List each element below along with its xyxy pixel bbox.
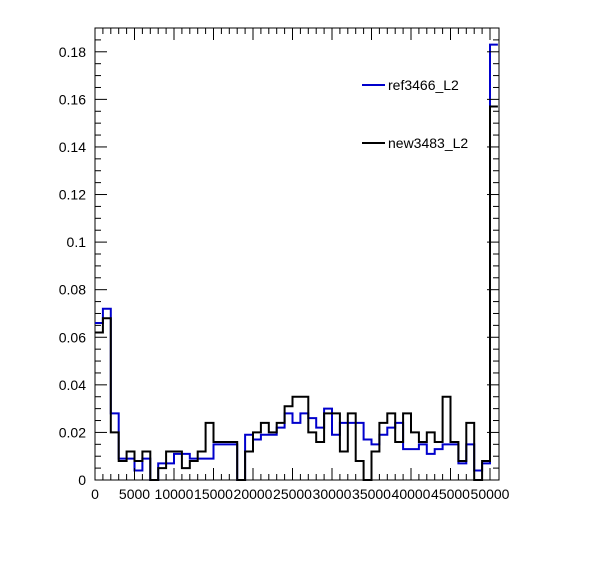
x-tick-label: 20000 [234,486,273,502]
y-tick-label: 0.06 [59,329,86,345]
x-tick-label: 25000 [273,486,312,502]
x-tick-label: 40000 [392,486,431,502]
x-tick-label: 0 [91,486,99,502]
histogram-series-layer [95,43,498,481]
y-tick-label: 0.12 [59,187,86,203]
y-tick-label: 0.1 [67,234,87,250]
legend: ref3466_L2 new3483_L2 [362,77,468,151]
y-tick-label: 0.18 [59,44,86,60]
x-tick-label: 10000 [155,486,194,502]
x-tick-label: 35000 [352,486,391,502]
axis-ticks-layer: 0 5000 10000 15000 20000 25000 30000 35000 40000… [59,27,510,502]
histogram-series-new3483 [95,105,498,481]
plot-frame [94,27,500,481]
legend-label-ref3466: ref3466_L2 [388,77,459,93]
y-tick-label: 0.14 [59,139,86,155]
x-tick-label: 50000 [471,486,510,502]
x-tick-label: 15000 [194,486,233,502]
y-tick-label: 0.16 [59,91,86,107]
legend-label-new3483: new3483_L2 [388,135,468,151]
x-tick-label: 45000 [431,486,470,502]
y-tick-label: 0.08 [59,282,86,298]
histogram-series-ref3466 [95,43,498,481]
y-tick-label: 0 [78,472,86,488]
x-tick-label: 30000 [313,486,352,502]
y-tick-label: 0.04 [59,377,86,393]
y-tick-label: 0.02 [59,424,86,440]
x-tick-label: 5000 [119,486,150,502]
